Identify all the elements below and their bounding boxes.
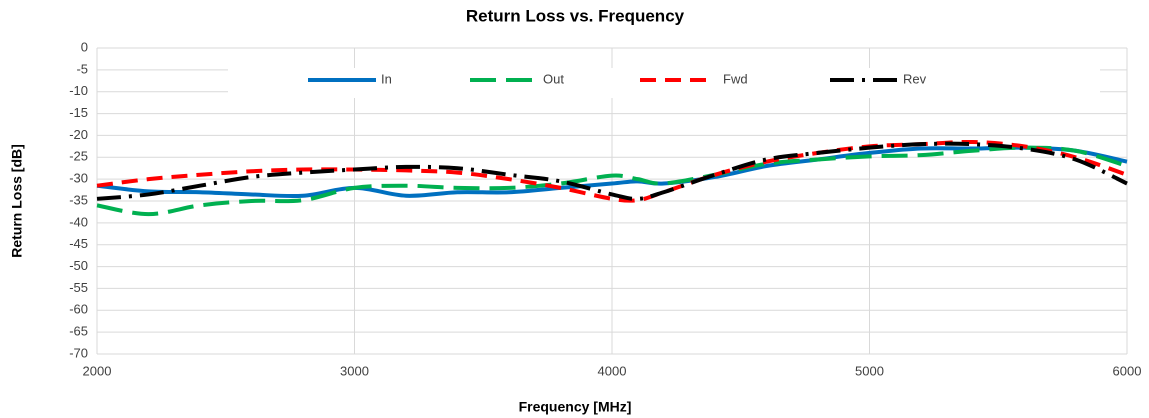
y-tick-label: -25 [69,149,88,164]
y-tick-label: -60 [69,302,88,317]
x-tick-label: 4000 [598,363,627,378]
legend-label: Rev [903,71,927,86]
series-line [96,145,1128,199]
series-line [96,141,1128,201]
legend-label: Out [543,71,564,86]
y-tick-label: -5 [76,61,88,76]
series-line [96,145,1128,217]
legend-label: In [381,71,392,86]
y-tick-label: -65 [69,324,88,339]
y-tick-label: -10 [69,83,88,98]
y-tick-label: -15 [69,105,88,120]
y-tick-label: -70 [69,345,88,360]
x-tick-label: 3000 [340,363,369,378]
y-tick-label: -20 [69,127,88,142]
legend-box [228,68,1100,98]
y-tick-label: -50 [69,258,88,273]
y-tick-label: 0 [81,39,88,54]
x-tick-label: 5000 [855,363,884,378]
x-tick-label: 2000 [83,363,112,378]
y-tick-label: -45 [69,236,88,251]
x-tick-label: 6000 [1113,363,1142,378]
legend-label: Fwd [723,71,748,86]
x-axis-label: Frequency [MHz] [519,399,632,415]
chart-title: Return Loss vs. Frequency [466,6,685,25]
y-tick-label: -30 [69,171,88,186]
y-axis-label: Return Loss [dB] [9,144,25,258]
y-tick-label: -35 [69,192,88,207]
y-tick-label: -55 [69,280,88,295]
y-tick-label: -40 [69,214,88,229]
